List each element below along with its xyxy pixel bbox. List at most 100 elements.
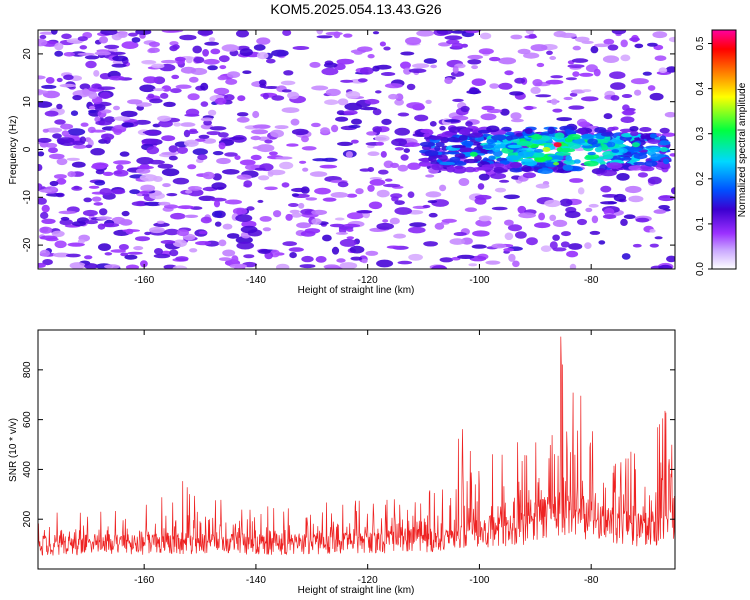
heatmap-cell	[41, 204, 50, 213]
heatmap-cell	[581, 96, 599, 102]
heatmap-cell	[147, 93, 155, 99]
heatmap-cell	[156, 220, 165, 224]
heatmap-cell	[471, 78, 486, 86]
heatmap-cell	[39, 249, 51, 257]
heatmap-cell	[141, 138, 159, 145]
heatmap-cell	[368, 201, 383, 210]
heatmap-cell	[207, 65, 218, 71]
heatmap-cell	[274, 125, 289, 130]
heatmap-cell	[649, 133, 657, 139]
heatmap-cell	[97, 86, 116, 90]
heatmap-cell	[552, 219, 568, 227]
heatmap-cell	[209, 126, 227, 131]
heatmap-cell	[444, 35, 463, 40]
heatmap-cell	[491, 206, 508, 211]
heatmap-cell	[516, 141, 533, 147]
heatmap-cell	[251, 129, 269, 135]
heatmap-cell	[451, 30, 467, 34]
heatmap-cell	[533, 152, 545, 158]
heatmap-cell	[500, 108, 510, 116]
heatmap-cell	[172, 177, 190, 185]
heatmap-cell	[160, 240, 176, 244]
heatmap-cell	[489, 163, 505, 168]
heatmap-cell	[136, 168, 151, 174]
heatmap-cell	[594, 146, 603, 153]
heatmap-cell	[357, 210, 373, 214]
heatmap-cell	[406, 102, 424, 109]
heatmap-cell	[418, 163, 433, 167]
heatmap-cell	[577, 187, 585, 195]
heatmap-cell	[471, 65, 478, 70]
heatmap-cell	[611, 149, 620, 153]
heatmap-cell	[337, 181, 349, 188]
heatmap-cell	[552, 247, 567, 252]
heatmap-cell	[121, 210, 130, 217]
heatmap-cell	[521, 165, 532, 172]
heatmap-cell	[664, 111, 675, 118]
heatmap-cell	[538, 212, 545, 221]
heatmap-cell	[202, 171, 215, 180]
heatmap-cell	[53, 174, 67, 179]
heatmap-cell	[56, 103, 63, 110]
heatmap-cell	[405, 142, 421, 148]
heatmap-cell	[568, 105, 585, 110]
heatmap-cell	[504, 232, 514, 241]
heatmap-cell	[187, 93, 200, 101]
heatmap-cell	[587, 138, 598, 145]
heatmap-cell	[208, 37, 216, 42]
heatmap-cell	[458, 178, 470, 186]
heatmap-cell	[56, 158, 68, 166]
heatmap-cell	[58, 210, 77, 215]
heatmap-cell	[509, 91, 524, 96]
heatmap-cell	[653, 209, 667, 214]
heatmap-cell	[486, 125, 500, 133]
heatmap-cell	[319, 164, 338, 169]
heatmap-cell	[59, 83, 76, 88]
heatmap-cell	[158, 201, 171, 206]
heatmap-cell	[394, 207, 413, 215]
heatmap-cell	[389, 217, 400, 225]
heatmap-cell	[100, 30, 118, 36]
heatmap-cell	[243, 254, 255, 259]
heatmap-cell	[427, 200, 438, 204]
heatmap-cell	[322, 157, 338, 162]
heatmap-cell	[140, 184, 156, 192]
heatmap-cell	[154, 248, 163, 255]
heatmap-cell	[84, 263, 98, 269]
heatmap-cell	[227, 233, 240, 239]
heatmap-cell	[72, 95, 83, 101]
heatmap-cell	[550, 75, 563, 79]
heatmap-cell	[282, 30, 292, 36]
heatmap-cell	[600, 132, 614, 137]
heatmap-cell	[38, 101, 53, 108]
heatmap-cell	[136, 165, 154, 170]
heatmap-cell	[291, 128, 309, 136]
heatmap-cell	[151, 63, 165, 69]
heatmap-cell	[299, 160, 307, 164]
heatmap-cell	[82, 88, 90, 96]
heatmap-cell	[594, 43, 610, 48]
heatmap-cell	[454, 161, 467, 167]
heatmap-cell	[431, 163, 444, 171]
colorbar-gradient	[712, 30, 736, 269]
heatmap-cell	[508, 253, 516, 262]
heatmap-cell	[94, 104, 106, 111]
heatmap-cell	[119, 151, 130, 157]
heatmap-cell	[489, 83, 500, 89]
heatmap-cell	[474, 194, 492, 200]
heatmap-cell	[514, 77, 526, 84]
heatmap-cell	[70, 110, 79, 116]
heatmap-cell	[532, 79, 543, 87]
heatmap-cell	[254, 167, 266, 171]
heatmap-cell	[621, 253, 631, 260]
heatmap-cell	[50, 186, 57, 192]
heatmap-cell	[292, 46, 310, 50]
heatmap-cell	[626, 147, 643, 152]
heatmap-cell	[357, 46, 373, 52]
heatmap-cell	[139, 174, 158, 182]
snr-x-tick-label: -160	[134, 575, 154, 586]
heatmap-cell	[304, 228, 321, 234]
heatmap-cell	[198, 230, 208, 235]
heatmap-cell	[149, 226, 165, 234]
heatmap-cell	[430, 64, 437, 69]
